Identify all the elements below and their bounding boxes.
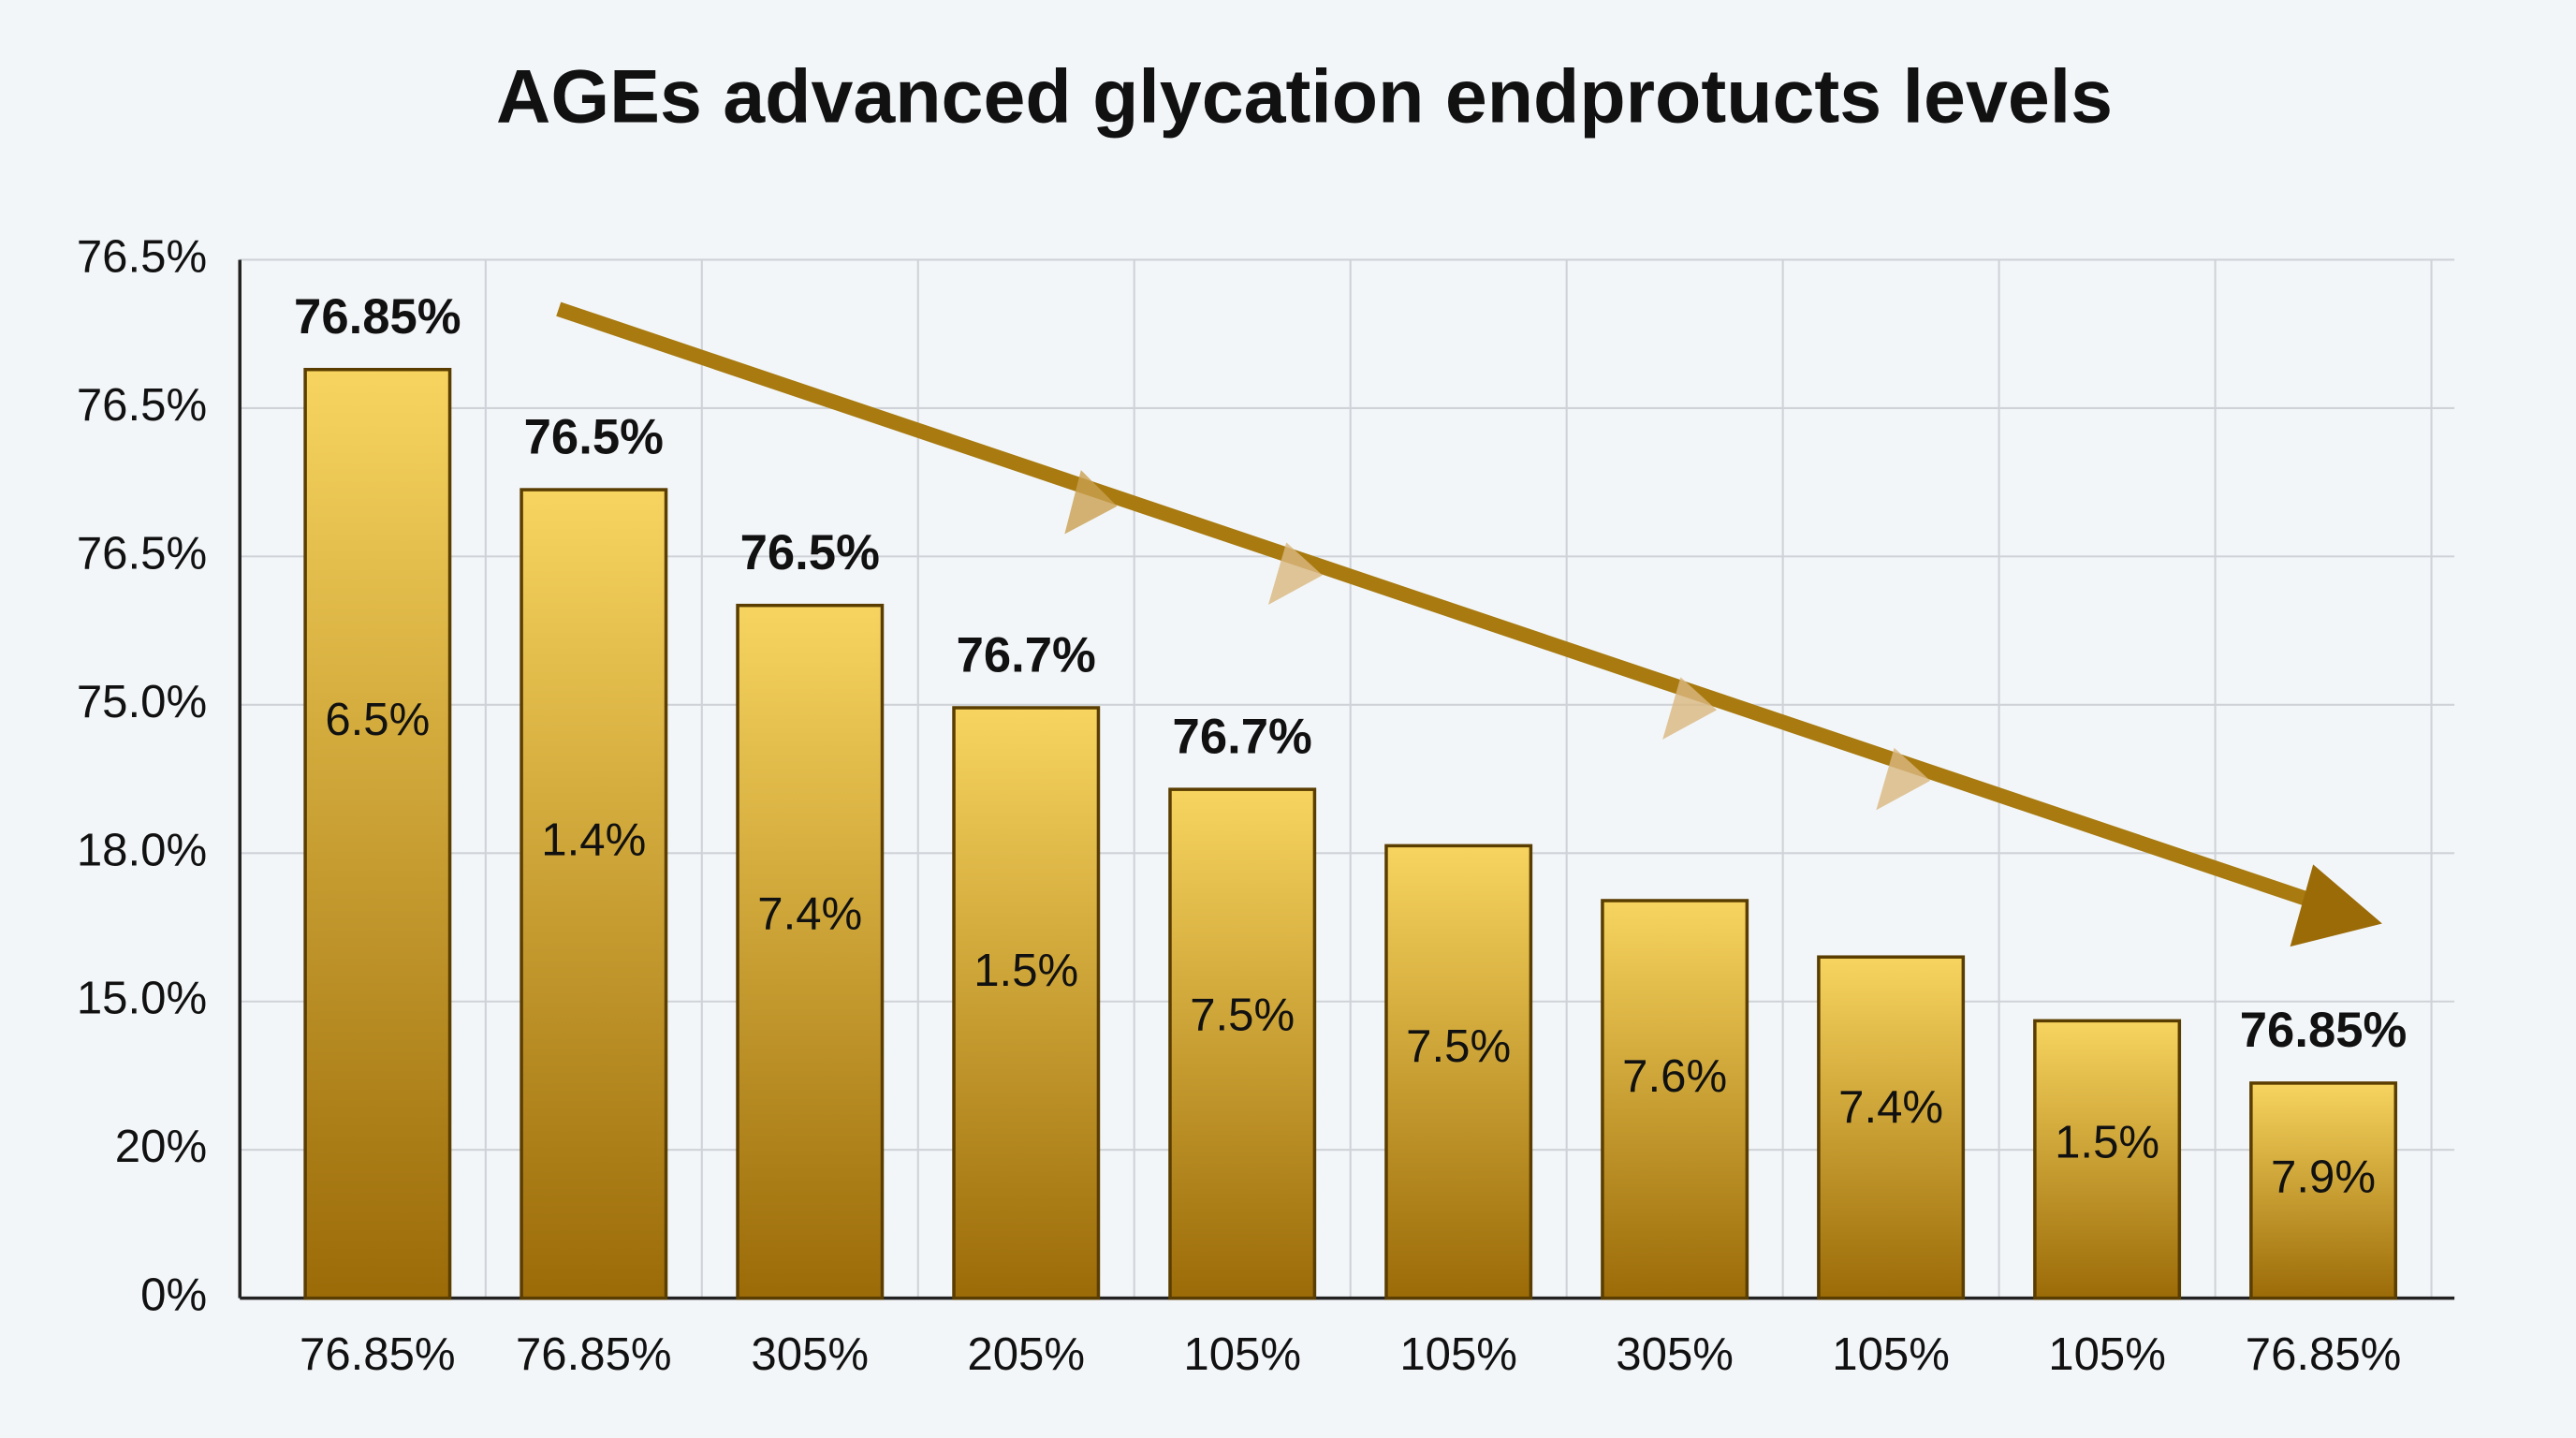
arrow-head [2290, 864, 2382, 947]
bar [1817, 955, 1966, 1300]
bar-inner-label: 7.4% [757, 889, 862, 940]
x-tick-label: 105% [2048, 1329, 2166, 1380]
y-tick-label: 20% [115, 1122, 207, 1172]
bar [952, 706, 1101, 1300]
trend-line [556, 301, 2320, 910]
bar-top-label: 76.85% [2240, 1003, 2408, 1058]
x-tick-label: 76.85% [516, 1329, 672, 1380]
x-tick-label: 305% [1616, 1329, 1734, 1380]
bar-inner-label: 7.6% [1622, 1051, 1727, 1102]
x-tick-label: 105% [1832, 1329, 1950, 1380]
bar [1601, 899, 1749, 1300]
bar [520, 488, 668, 1300]
arrow-marker [1064, 470, 1118, 535]
y-tick-label: 18.0% [77, 825, 207, 875]
arrow-marker [1267, 542, 1323, 606]
y-tick-label: 76.5% [77, 528, 207, 579]
bar-inner-label: 1.5% [973, 946, 1078, 996]
bar-inner-label: 6.5% [325, 695, 430, 745]
bar [736, 603, 885, 1300]
bar-inner-label: 7.5% [1406, 1021, 1511, 1072]
x-tick-label: 205% [967, 1329, 1085, 1380]
trend-arrow [556, 301, 2382, 947]
x-tick-label: 76.85% [300, 1329, 456, 1380]
x-tick-label: 105% [1399, 1329, 1517, 1380]
y-tick-label: 76.5% [77, 380, 207, 431]
bar [2249, 1081, 2398, 1300]
y-tick-label: 76.5% [77, 231, 207, 282]
bar [303, 367, 452, 1300]
bar-top-label: 76.5% [740, 525, 880, 580]
bar-top-label: 76.7% [957, 627, 1096, 682]
x-tick-label: 76.85% [2246, 1329, 2402, 1380]
bar-top-label: 76.5% [524, 409, 664, 464]
bar [1384, 844, 1533, 1300]
y-tick-label: 75.0% [77, 677, 207, 727]
x-tick-label: 305% [751, 1329, 869, 1380]
bar-inner-label: 7.9% [2271, 1152, 2376, 1202]
chart-title: AGEs advanced glycation endprotucts leve… [496, 54, 2113, 139]
bar-inner-label: 1.5% [2055, 1118, 2159, 1168]
bar-top-label: 76.85% [294, 289, 461, 345]
bar [1168, 787, 1317, 1300]
y-tick-label: 0% [140, 1270, 207, 1321]
bar-inner-label: 1.4% [541, 814, 646, 865]
x-tick-label: 105% [1183, 1329, 1301, 1380]
y-tick-label: 15.0% [77, 974, 207, 1024]
bar-inner-label: 7.4% [1838, 1082, 1943, 1133]
bar [2033, 1019, 2182, 1300]
bar-inner-label: 7.5% [1190, 990, 1295, 1041]
arrow-marker [1876, 747, 1931, 811]
bar-top-label: 76.7% [1173, 709, 1312, 764]
